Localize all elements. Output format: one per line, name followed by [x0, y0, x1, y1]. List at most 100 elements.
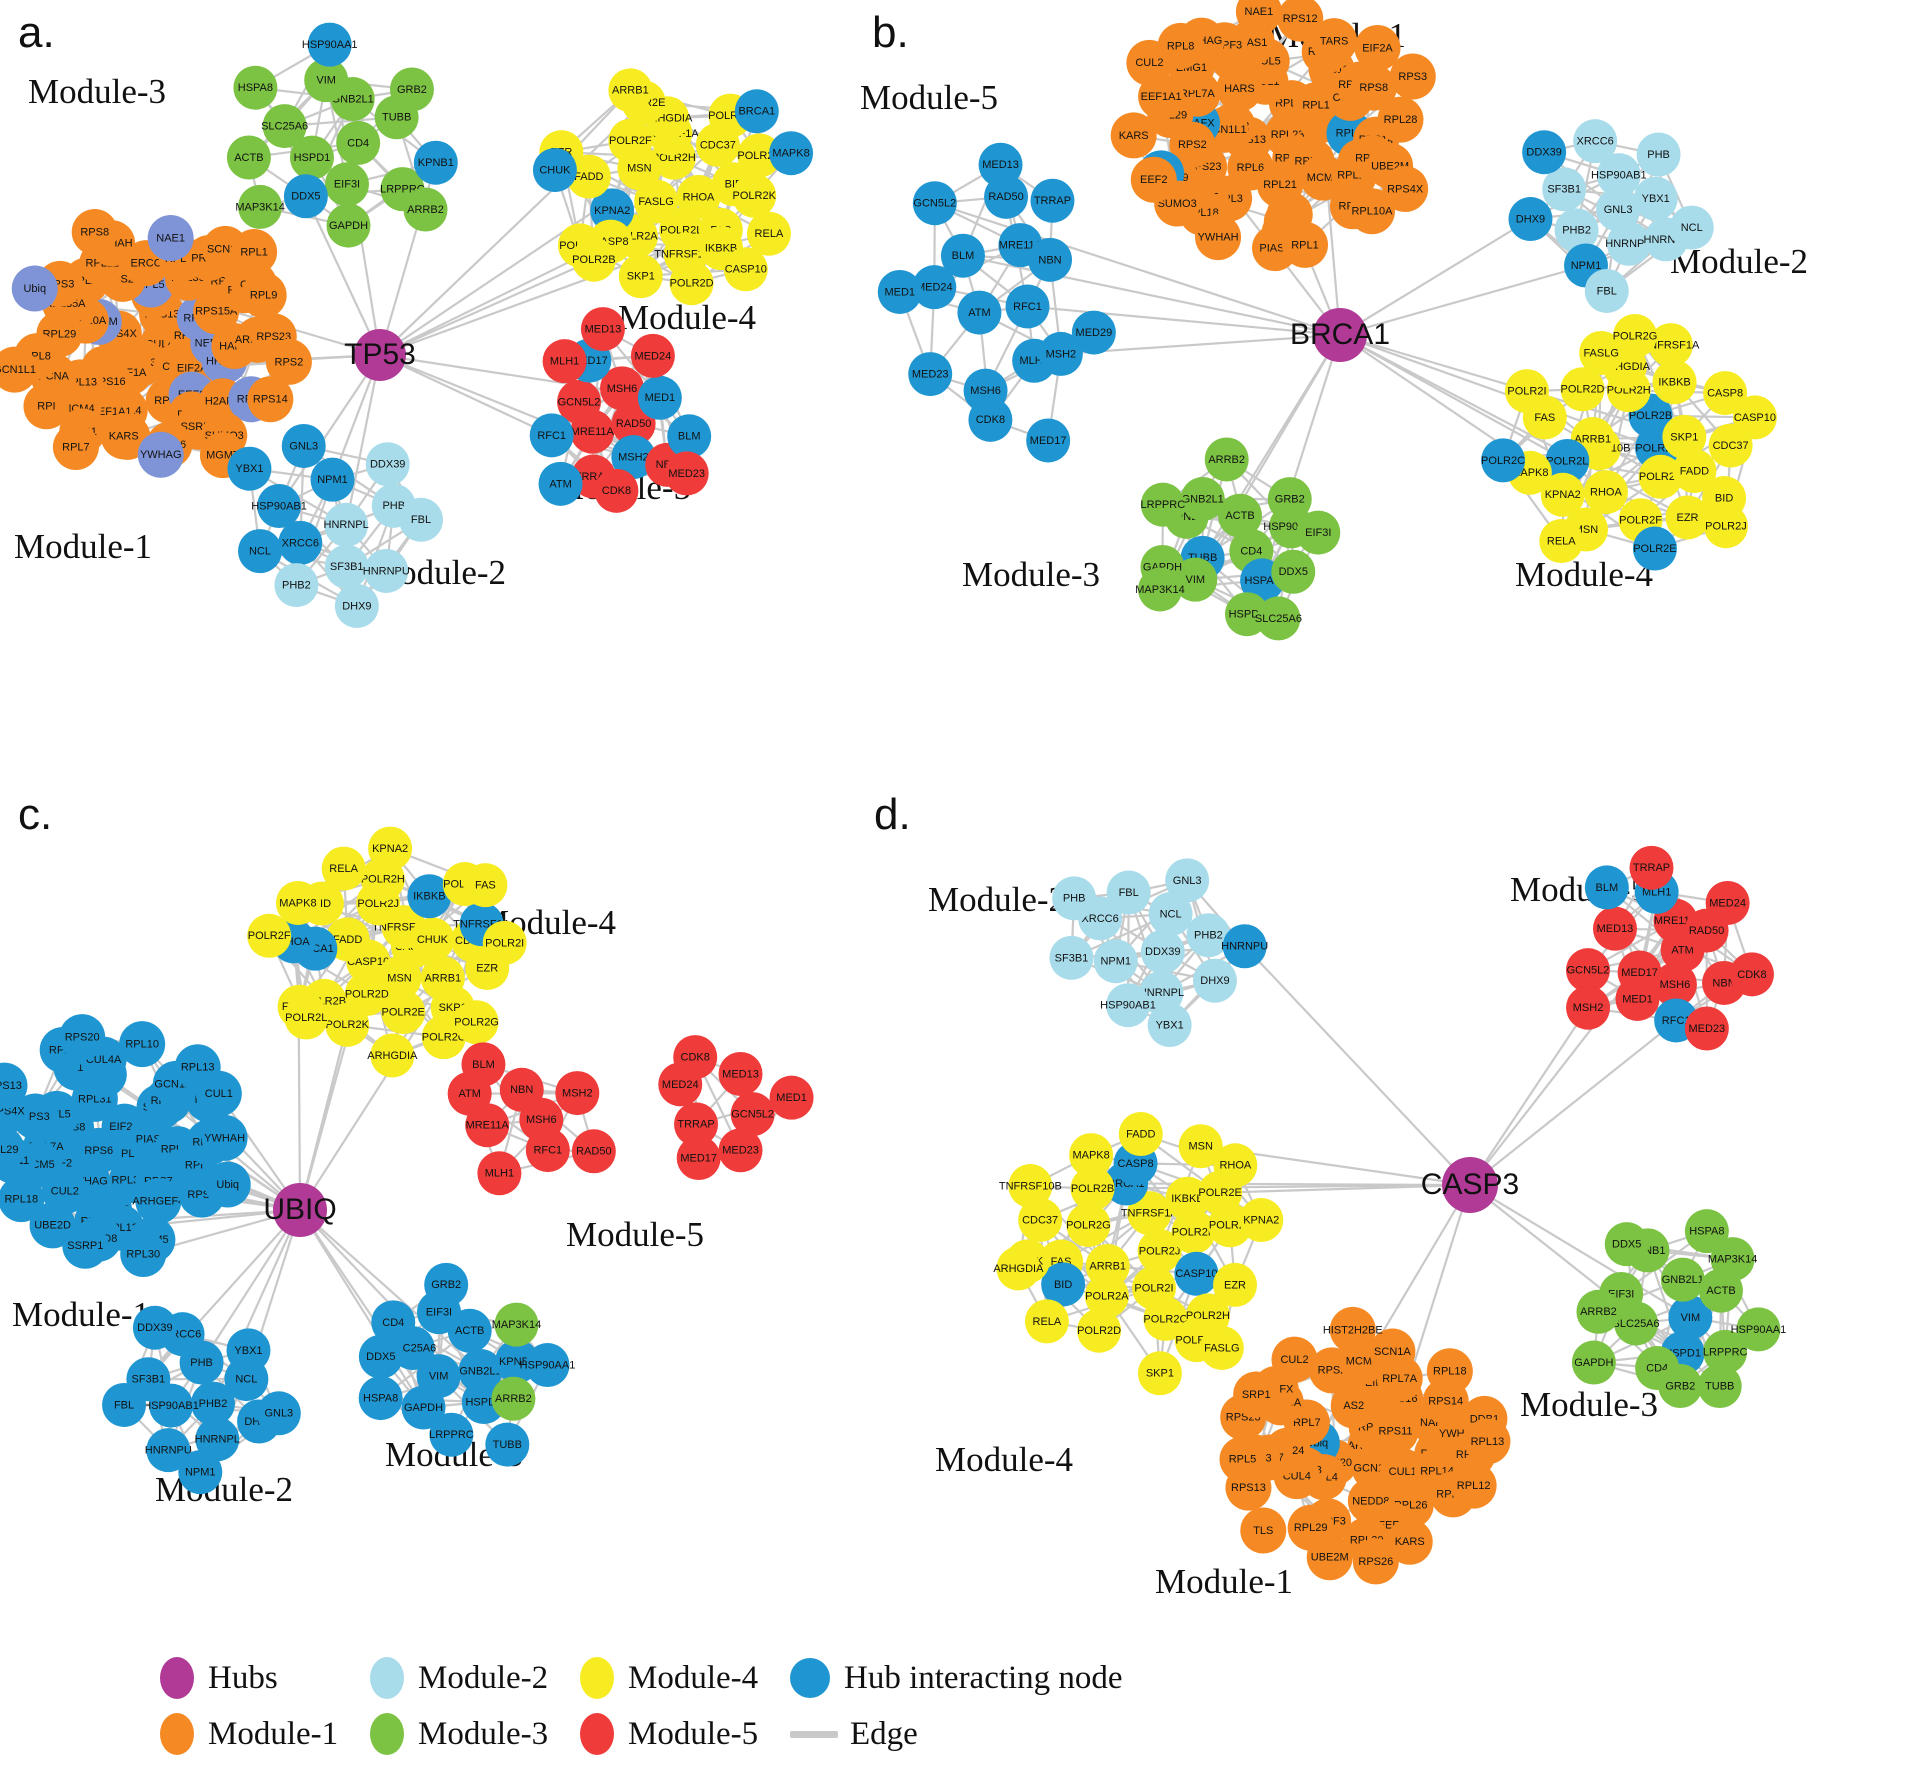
network-node[interactable]: MED1	[1615, 976, 1660, 1021]
network-node[interactable]: HSP90AB1	[1100, 983, 1156, 1028]
node-circle[interactable]	[723, 247, 768, 292]
network-node[interactable]: HNRNPL	[195, 1417, 240, 1462]
network-node[interactable]: MAP3K14	[492, 1302, 542, 1347]
node-circle[interactable]	[1662, 414, 1707, 459]
network-node[interactable]: MED24	[912, 265, 957, 310]
network-node[interactable]: NPM1	[310, 457, 355, 502]
network-node[interactable]: EIF3I	[1296, 510, 1341, 555]
node-circle[interactable]	[1240, 1507, 1287, 1554]
network-node[interactable]: CD4	[336, 120, 381, 165]
network-node[interactable]: FADD	[1118, 1112, 1163, 1157]
node-circle[interactable]	[1584, 268, 1629, 313]
network-node[interactable]: RPL18	[0, 1176, 45, 1223]
node-circle[interactable]	[0, 346, 38, 393]
node-circle[interactable]	[1147, 1002, 1192, 1047]
node-circle[interactable]	[281, 423, 326, 468]
node-circle[interactable]	[1213, 1143, 1258, 1188]
network-node[interactable]: RPS13	[0, 1062, 28, 1109]
network-node[interactable]: ARRB2	[1204, 437, 1249, 482]
network-node[interactable]: PHB2	[190, 1381, 235, 1426]
node-circle[interactable]	[1633, 176, 1678, 221]
node-circle[interactable]	[769, 1075, 814, 1120]
network-node[interactable]: Ubiq	[204, 1161, 251, 1208]
network-node[interactable]: MED23	[664, 451, 709, 496]
network-node[interactable]: UBE2D	[29, 1202, 76, 1249]
network-node[interactable]: MED1	[877, 269, 922, 314]
node-circle[interactable]	[1684, 1006, 1729, 1051]
network-node[interactable]: RFC1	[525, 1128, 570, 1173]
network-node[interactable]: POLR2J	[1137, 1229, 1182, 1274]
node-circle[interactable]	[1222, 924, 1267, 969]
network-node[interactable]: ARRB2	[491, 1376, 536, 1421]
node-circle[interactable]	[634, 179, 679, 224]
network-node[interactable]: POLR2C	[422, 1015, 466, 1060]
network-node[interactable]: RPS2	[265, 338, 312, 385]
node-circle[interactable]	[571, 237, 616, 282]
node-circle[interactable]	[908, 352, 953, 397]
network-node[interactable]: MED1	[769, 1075, 814, 1120]
node-circle[interactable]	[1539, 519, 1584, 564]
network-node[interactable]: RPL13	[1464, 1418, 1511, 1465]
network-node[interactable]: RFC1	[529, 413, 574, 458]
network-node[interactable]: MED17	[1026, 418, 1071, 463]
node-circle[interactable]	[304, 58, 349, 103]
network-node[interactable]: FBL	[399, 497, 444, 542]
network-node[interactable]: TRRAP	[674, 1102, 719, 1147]
node-circle[interactable]	[326, 203, 371, 248]
node-circle[interactable]	[1703, 371, 1748, 416]
hub-node[interactable]: TP53	[344, 329, 416, 381]
node-circle[interactable]	[146, 1428, 191, 1473]
network-node[interactable]: DDX5	[358, 1334, 403, 1379]
network-node[interactable]: GNB2L1	[1660, 1257, 1705, 1302]
node-circle[interactable]	[1239, 1198, 1284, 1243]
node-circle[interactable]	[1615, 976, 1660, 1021]
network-node[interactable]: RPL1	[1293, 82, 1340, 129]
network-node[interactable]: POLR2K	[732, 173, 777, 218]
network-node[interactable]: ACTB	[226, 135, 271, 180]
node-circle[interactable]	[1118, 1112, 1163, 1157]
node-circle[interactable]	[482, 920, 527, 965]
node-circle[interactable]	[1199, 1325, 1244, 1370]
network-node[interactable]: YBX1	[226, 1328, 271, 1373]
node-circle[interactable]	[233, 65, 278, 110]
node-circle[interactable]	[1566, 985, 1611, 1030]
node-circle[interactable]	[371, 1300, 416, 1345]
node-circle[interactable]	[669, 261, 714, 306]
network-node[interactable]: FASLG	[634, 179, 679, 224]
network-node[interactable]: PHB	[1052, 876, 1097, 921]
node-circle[interactable]	[100, 413, 147, 460]
network-node[interactable]: RPS26	[1352, 1538, 1399, 1585]
network-node[interactable]: GNB2L1	[1180, 477, 1225, 522]
node-circle[interactable]	[664, 451, 709, 496]
node-circle[interactable]	[1584, 865, 1629, 910]
node-circle[interactable]	[238, 529, 283, 574]
node-circle[interactable]	[358, 1376, 403, 1421]
node-circle[interactable]	[1165, 1176, 1210, 1221]
node-circle[interactable]	[676, 174, 721, 219]
node-circle[interactable]	[1729, 952, 1774, 997]
node-circle[interactable]	[307, 22, 352, 67]
network-node[interactable]: CDK8	[968, 397, 1013, 442]
network-node[interactable]: POLR2I	[1504, 369, 1549, 414]
node-circle[interactable]	[429, 1412, 474, 1457]
network-node[interactable]: MED23	[908, 352, 953, 397]
network-node[interactable]: RPI	[23, 383, 70, 430]
node-circle[interactable]	[1348, 188, 1395, 235]
node-circle[interactable]	[1140, 929, 1185, 974]
network-node[interactable]: MED13	[718, 1051, 763, 1096]
network-node[interactable]: YBX1	[1147, 1002, 1192, 1047]
network-node[interactable]: RPL29	[0, 1126, 25, 1173]
network-node[interactable]: POLR2K	[1171, 1209, 1216, 1254]
node-circle[interactable]	[1077, 1308, 1122, 1353]
node-circle[interactable]	[1110, 112, 1157, 159]
network-node[interactable]: MED1	[637, 375, 682, 420]
node-circle[interactable]	[1186, 913, 1231, 958]
node-circle[interactable]	[1311, 18, 1358, 65]
network-node[interactable]: POLR2E	[381, 990, 426, 1035]
node-circle[interactable]	[247, 913, 292, 958]
network-node[interactable]: DDX39	[1522, 130, 1567, 175]
node-circle[interactable]	[59, 1014, 106, 1061]
network-node[interactable]: MSH6	[600, 366, 645, 411]
node-circle[interactable]	[1030, 178, 1075, 223]
node-circle[interactable]	[630, 333, 675, 378]
